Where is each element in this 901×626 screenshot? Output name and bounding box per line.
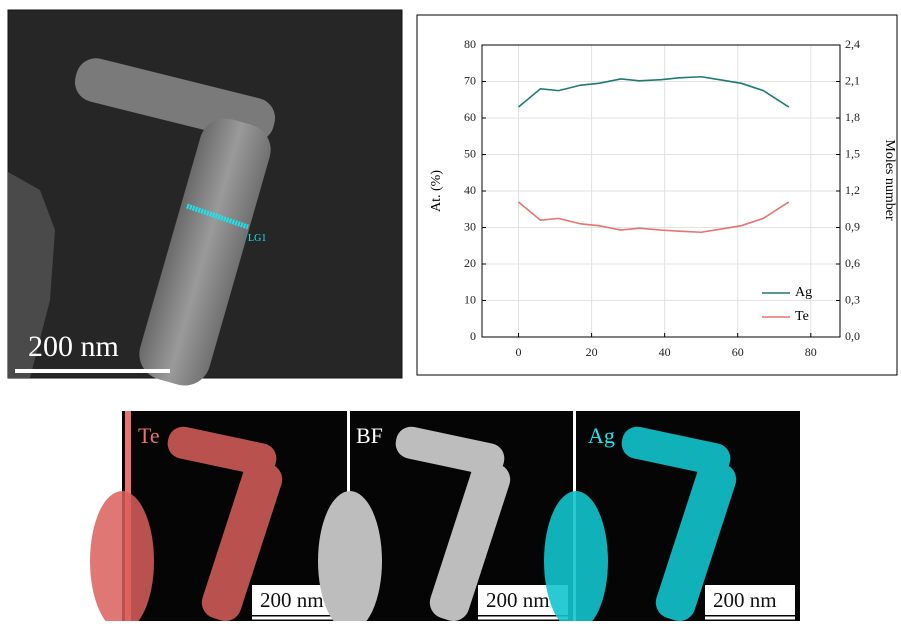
x-tick-label: 20 [586, 345, 598, 359]
y-tick-label: 30 [464, 219, 476, 233]
y2-tick-label: 2,1 [845, 73, 860, 87]
map-ag: Ag 200 nm [544, 411, 800, 626]
line [518, 201, 790, 234]
x-tick-label: 40 [659, 345, 671, 359]
scale-label: 200 nm [28, 330, 119, 363]
chart: 0 10 20 30 40 50 60 70 80 0 20 40 60 80 0,0 0,3 0,6 0,9 1,… [464, 37, 860, 359]
chart-frame [416, 14, 898, 376]
y2-tick-label: 0,3 [845, 292, 860, 306]
legend-label: Ag [795, 285, 812, 300]
line-label: LG1 [248, 233, 266, 244]
y2-tick-label: 1,5 [845, 146, 860, 160]
x-tick-label: 80 [805, 345, 817, 359]
x-tick-label: 60 [732, 345, 744, 359]
y-tick-label: 10 [464, 292, 476, 306]
y2-tick-label: 0,6 [845, 256, 860, 270]
map-te: Te 200 nm [90, 411, 347, 626]
y-tick-label: 60 [464, 110, 476, 124]
y-axis-title: At. (%) [429, 170, 444, 212]
y2-tick-label: 2,4 [845, 37, 860, 51]
y-tick-label: 20 [464, 256, 476, 270]
scale-label: 200 nm [713, 588, 777, 612]
y2-tick-label: 1,2 [845, 183, 860, 197]
y-tick-label: 70 [464, 73, 476, 87]
scale-label: 200 nm [486, 588, 550, 612]
y-tick-label: 40 [464, 183, 476, 197]
map-label: Ag [588, 423, 615, 448]
y-tick-label: 50 [464, 146, 476, 160]
plot-frame [481, 44, 841, 338]
micrograph: LG1 200 nm [7, 9, 403, 386]
map-label: Te [138, 423, 160, 448]
y-tick-label: 80 [464, 37, 476, 51]
y2-tick-label: 0,0 [845, 329, 860, 343]
y2-tick-label: 1,8 [845, 110, 860, 124]
legend-label: Te [795, 309, 809, 324]
y-tick-label: 0 [470, 329, 476, 343]
line [518, 75, 790, 108]
map-label: BF [356, 423, 383, 448]
map-bf: BF 200 nm [318, 411, 573, 626]
scale-label: 200 nm [260, 588, 324, 612]
y2-tick-label: 0,9 [845, 219, 860, 233]
y2-axis-title: Moles number [882, 139, 897, 221]
x-tick-label: 0 [516, 345, 522, 359]
